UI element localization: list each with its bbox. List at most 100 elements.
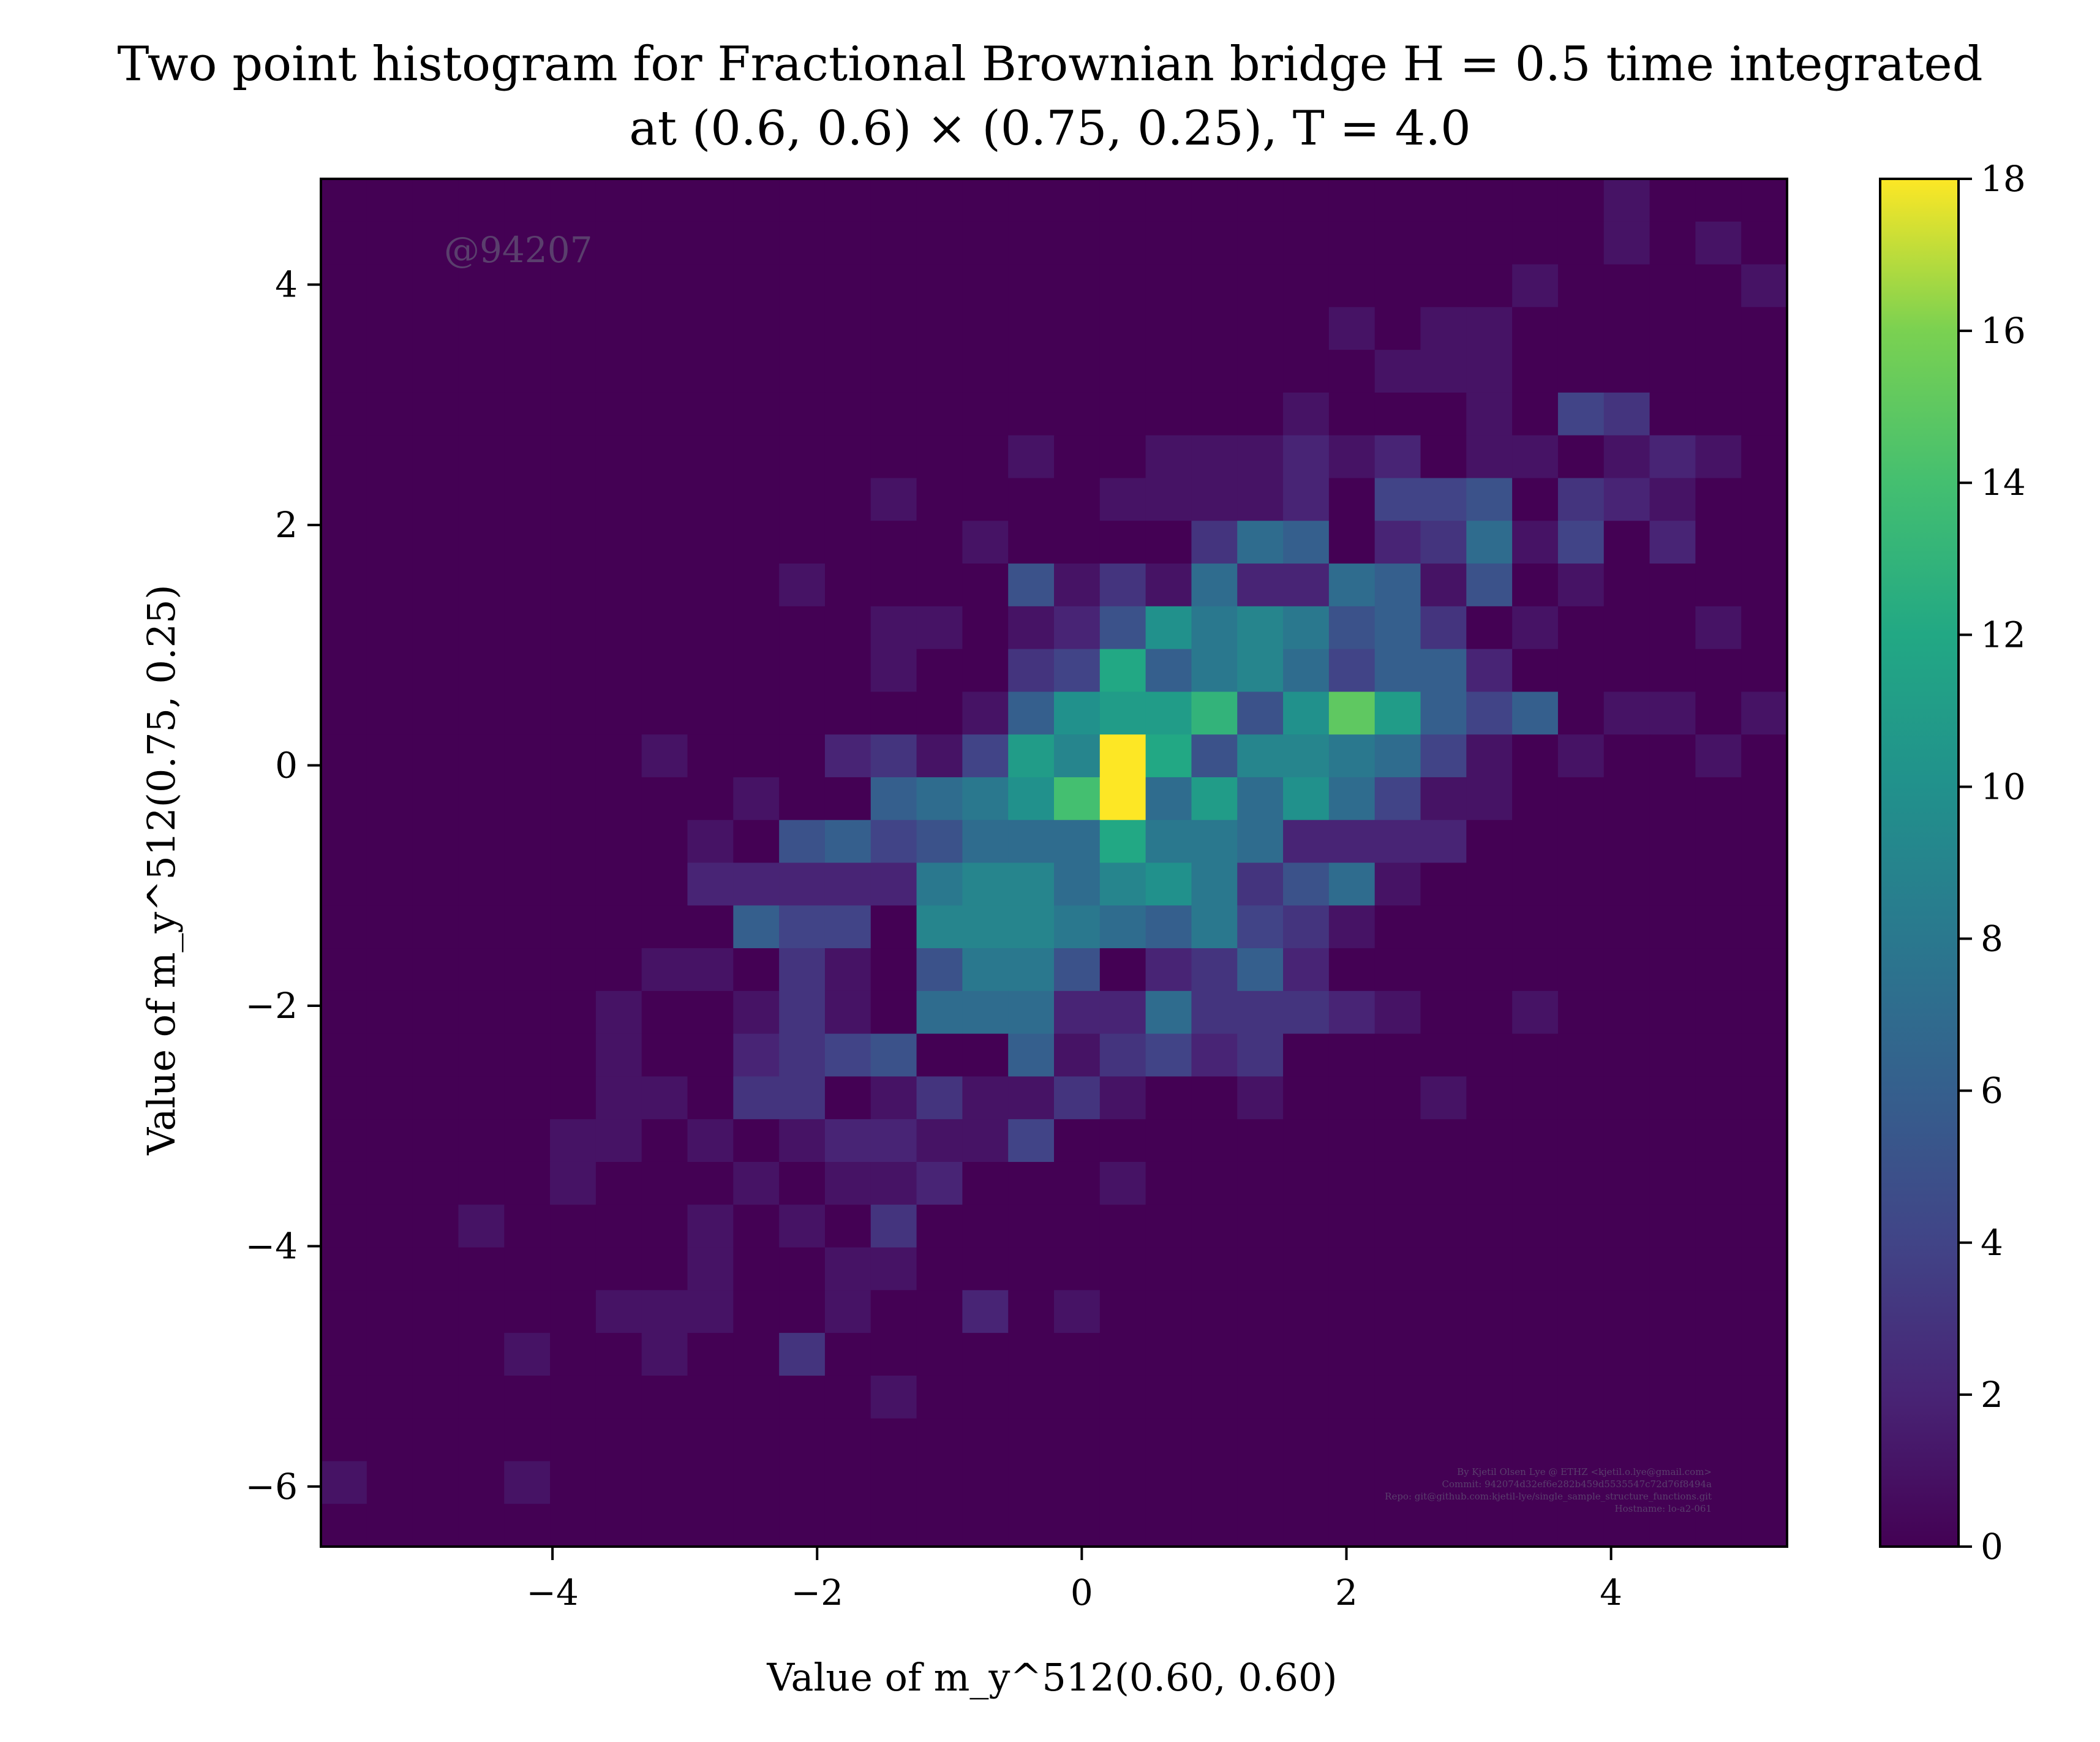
heatmap-cell bbox=[458, 221, 505, 265]
heatmap-cell bbox=[1283, 777, 1330, 821]
x-tick-label: 0 bbox=[1071, 1572, 1093, 1613]
heatmap-cell bbox=[916, 221, 963, 265]
heatmap-cell bbox=[1328, 221, 1376, 265]
heatmap-cell bbox=[779, 435, 826, 479]
heatmap-cell bbox=[1145, 179, 1192, 222]
heatmap-cell bbox=[1099, 649, 1146, 692]
heatmap-cell bbox=[1328, 1290, 1376, 1333]
heatmap-cell bbox=[1374, 179, 1421, 222]
heatmap-cell bbox=[1191, 606, 1238, 650]
heatmap-cell bbox=[687, 820, 734, 864]
heatmap-cell bbox=[321, 649, 367, 692]
heatmap-cell bbox=[916, 1290, 963, 1333]
heatmap-cell bbox=[870, 1247, 917, 1291]
heatmap-cell bbox=[1649, 606, 1696, 650]
heatmap-cell bbox=[321, 1247, 367, 1291]
heatmap-cell bbox=[1237, 820, 1284, 864]
heatmap-cell bbox=[1741, 777, 1788, 821]
heatmap-cell bbox=[733, 1119, 780, 1163]
heatmap-cell bbox=[412, 649, 459, 692]
heatmap-cell bbox=[1328, 564, 1376, 607]
heatmap-cell bbox=[1237, 521, 1284, 564]
heatmap-cell bbox=[550, 1247, 597, 1291]
heatmap-cell bbox=[1191, 1247, 1238, 1291]
heatmap-cell bbox=[1695, 734, 1742, 778]
heatmap-cell bbox=[504, 1033, 551, 1077]
heatmap-cell bbox=[321, 1333, 367, 1376]
heatmap-cell bbox=[366, 1247, 413, 1291]
heatmap-cell bbox=[1466, 1161, 1513, 1205]
heatmap-cell bbox=[321, 221, 367, 265]
heatmap-cell bbox=[641, 1076, 688, 1120]
heatmap-cell bbox=[824, 734, 871, 778]
heatmap-cell bbox=[687, 862, 734, 906]
heatmap-cell bbox=[1237, 1161, 1284, 1205]
heatmap-cell bbox=[1741, 862, 1788, 906]
heatmap-cell bbox=[550, 649, 597, 692]
heatmap-cell bbox=[1557, 392, 1605, 436]
heatmap-cell bbox=[1145, 649, 1192, 692]
heatmap-cell bbox=[550, 221, 597, 265]
heatmap-cell bbox=[1466, 649, 1513, 692]
heatmap-cell bbox=[1054, 1290, 1101, 1333]
heatmap-cell bbox=[1008, 1504, 1055, 1547]
heatmap-cell bbox=[1420, 1033, 1467, 1077]
heatmap-cell bbox=[687, 1204, 734, 1248]
heatmap-cell bbox=[1603, 1247, 1650, 1291]
heatmap-cell bbox=[412, 221, 459, 265]
heatmap-cell bbox=[1741, 1375, 1788, 1419]
heatmap-cell bbox=[1741, 1290, 1788, 1333]
heatmap-cell bbox=[1695, 649, 1742, 692]
heatmap-cell bbox=[458, 564, 505, 607]
heatmap-cell bbox=[733, 1204, 780, 1248]
heatmap-cell bbox=[550, 1161, 597, 1205]
heatmap-cell bbox=[1099, 435, 1146, 479]
heatmap-cell bbox=[1145, 905, 1192, 949]
heatmap-cell bbox=[1512, 948, 1559, 992]
heatmap-cell bbox=[733, 435, 780, 479]
heatmap-cell bbox=[366, 521, 413, 564]
heatmap-cell bbox=[1008, 179, 1055, 222]
heatmap-cell bbox=[687, 1076, 734, 1120]
heatmap-cell bbox=[1283, 564, 1330, 607]
heatmap-cell bbox=[412, 179, 459, 222]
heatmap-cell bbox=[1374, 1033, 1421, 1077]
heatmap-cell bbox=[687, 1375, 734, 1419]
heatmap-cell bbox=[1374, 478, 1421, 521]
heatmap-cell bbox=[687, 692, 734, 735]
heatmap-cell bbox=[1466, 1418, 1513, 1462]
heatmap-cell bbox=[458, 862, 505, 906]
heatmap-cell bbox=[1420, 692, 1467, 735]
heatmap-cell bbox=[870, 350, 917, 393]
heatmap-cell bbox=[1191, 1161, 1238, 1205]
heatmap-cell bbox=[1145, 1461, 1192, 1504]
heatmap-cell bbox=[687, 392, 734, 436]
heatmap-cell bbox=[962, 1119, 1009, 1163]
heatmap-cell bbox=[1008, 1204, 1055, 1248]
heatmap-cell bbox=[550, 948, 597, 992]
heatmap-cell bbox=[916, 692, 963, 735]
heatmap-cell bbox=[1557, 521, 1605, 564]
heatmap-cell bbox=[916, 435, 963, 479]
heatmap-cell bbox=[1512, 1461, 1559, 1504]
heatmap-cell bbox=[1008, 1247, 1055, 1291]
heatmap-cell bbox=[458, 1461, 505, 1504]
heatmap-cell bbox=[366, 1333, 413, 1376]
heatmap-cell bbox=[870, 264, 917, 307]
heatmap-cell bbox=[1191, 1504, 1238, 1547]
heatmap-cell bbox=[1328, 734, 1376, 778]
heatmap-cell bbox=[1328, 1418, 1376, 1462]
heatmap-cell bbox=[1420, 905, 1467, 949]
heatmap-cell bbox=[1603, 1033, 1650, 1077]
heatmap-cell bbox=[1695, 1247, 1742, 1291]
heatmap-cell bbox=[870, 777, 917, 821]
heatmap-cell bbox=[1420, 1504, 1467, 1547]
heatmap-cell bbox=[1649, 862, 1696, 906]
heatmap-cell bbox=[1099, 521, 1146, 564]
heatmap-cell bbox=[1374, 649, 1421, 692]
heatmap-cell bbox=[1099, 1461, 1146, 1504]
heatmap-cell bbox=[1054, 862, 1101, 906]
heatmap-cell bbox=[1328, 905, 1376, 949]
heatmap-cell bbox=[1374, 734, 1421, 778]
heatmap-cell bbox=[1054, 1076, 1101, 1120]
